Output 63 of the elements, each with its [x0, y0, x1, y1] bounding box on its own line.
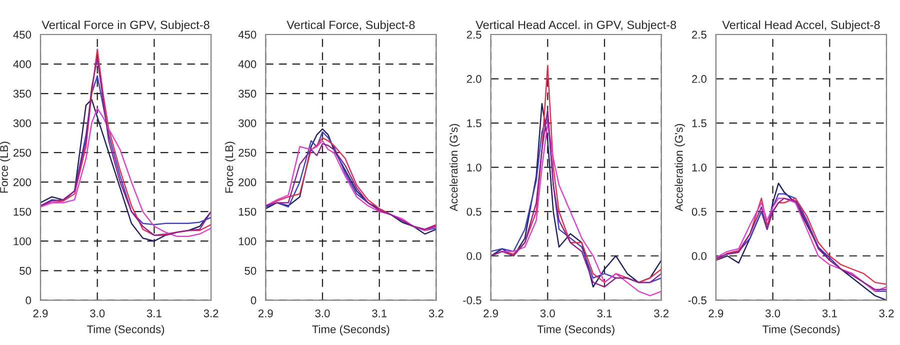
y-tick-label: 350	[238, 90, 256, 98]
x-axis-title: Time (Seconds)	[762, 325, 840, 336]
y-tick-label: 400	[13, 60, 32, 68]
chart-title: Vertical Head Accel, Subject-8	[722, 20, 880, 32]
x-tick-label: 3.1	[822, 309, 837, 318]
y-tick-label: 450	[13, 30, 32, 39]
x-tick-label: 2.9	[33, 309, 48, 318]
x-tick-label: 2.9	[258, 309, 273, 318]
y-axis-title: Acceleration (G's)	[449, 124, 460, 212]
x-axis-title: Time (Seconds)	[312, 325, 390, 336]
y-tick-label: 150	[14, 208, 32, 216]
y-tick-label: 1.0	[467, 164, 482, 172]
y-tick-label: 100	[238, 237, 256, 246]
x-axis-title: Time (Seconds)	[87, 325, 164, 336]
y-axis-title: Force (LB)	[224, 142, 236, 193]
y-tick-label: 250	[13, 148, 32, 157]
x-tick-label: 3.2	[204, 309, 218, 318]
y-tick-label: 1.5	[692, 119, 706, 128]
y-tick-label: 0	[26, 296, 32, 304]
y-tick-label: 2.5	[692, 30, 706, 39]
y-tick-label: 0.5	[466, 208, 482, 216]
x-tick-label: 3.1	[146, 309, 162, 318]
y-tick-label: 0.0	[466, 252, 482, 260]
x-tick-label: 2.9	[708, 309, 724, 318]
y-tick-label: 400	[238, 60, 256, 68]
line-series	[40, 75, 212, 226]
y-axis-title: Acceleration (G's)	[674, 124, 685, 212]
y-tick-label: 50	[20, 266, 32, 275]
y-tick-label: 1.5	[467, 119, 482, 128]
y-tick-label: 250	[238, 148, 256, 157]
y-tick-label: 2.0	[692, 75, 706, 83]
y-tick-label: 50	[244, 266, 256, 275]
y-tick-label: 450	[238, 30, 256, 39]
y-tick-label: 100	[14, 237, 32, 246]
x-tick-label: 3.1	[372, 309, 387, 318]
y-tick-label: -0.5	[688, 296, 706, 304]
x-tick-label: 3.0	[90, 309, 105, 318]
x-tick-label: 3.2	[879, 309, 894, 318]
y-tick-label: 200	[13, 178, 32, 186]
x-tick-label: 3.1	[597, 309, 612, 318]
y-tick-label: 350	[13, 90, 32, 98]
y-tick-label: 0	[250, 296, 256, 304]
y-tick-label: 1.0	[692, 164, 706, 172]
x-tick-label: 2.9	[484, 309, 498, 318]
y-tick-label: -0.5	[463, 296, 482, 304]
y-tick-label: 300	[13, 119, 32, 128]
y-tick-label: 200	[238, 178, 256, 186]
y-tick-label: 300	[238, 119, 256, 128]
y-tick-label: 2.0	[466, 75, 482, 83]
x-tick-label: 3.2	[428, 309, 444, 318]
x-tick-label: 3.2	[654, 309, 669, 318]
y-tick-label: 0.0	[692, 252, 706, 260]
x-tick-label: 3.0	[315, 309, 330, 318]
chart-title: Vertical Force, Subject-8	[286, 20, 415, 32]
chart-title: Vertical Head Accel. in GPV, Subject-8	[476, 20, 676, 32]
y-tick-label: 150	[238, 208, 256, 216]
x-tick-label: 3.0	[540, 309, 555, 318]
chart-title: Vertical Force in GPV, Subject-8	[42, 20, 210, 32]
y-tick-label: 0.5	[692, 208, 706, 216]
x-axis-title: Time (Seconds)	[537, 325, 614, 336]
x-tick-label: 3.0	[765, 309, 780, 318]
y-tick-label: 2.5	[466, 30, 482, 39]
y-axis-title: Force (LB)	[0, 142, 10, 193]
